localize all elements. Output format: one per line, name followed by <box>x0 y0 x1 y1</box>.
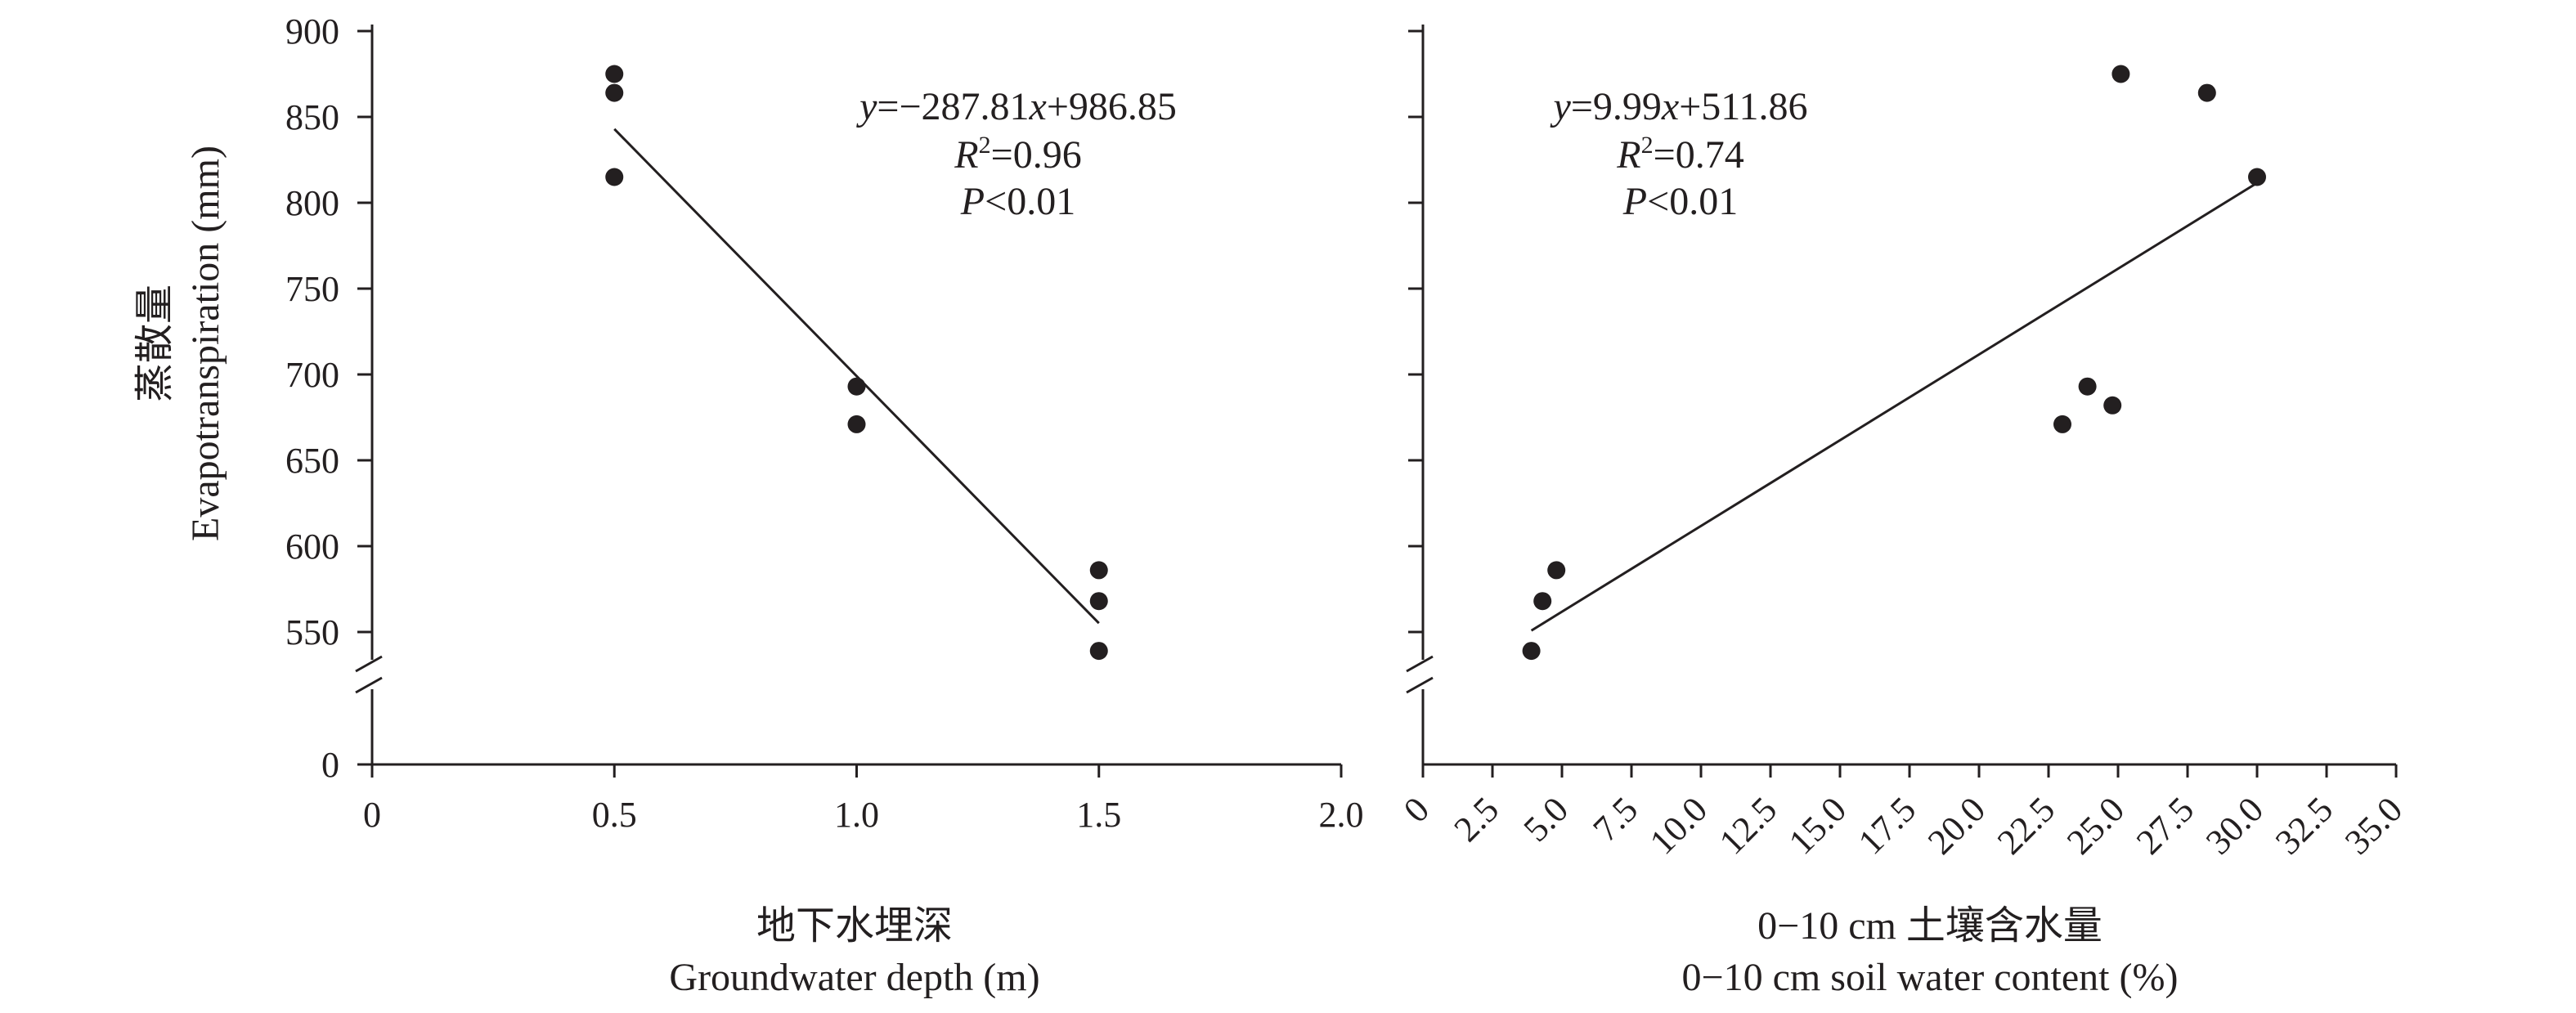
data-point <box>847 377 866 396</box>
panel-1-r-val: =0.96 <box>991 133 1082 177</box>
panel-1-p-val: <0.01 <box>985 180 1075 223</box>
panel-2-r-val: =0.74 <box>1654 133 1744 177</box>
x-tick-label: 35.0 <box>2337 789 2410 862</box>
panel-2-p: P<0.01 <box>1622 180 1738 223</box>
data-point <box>2078 377 2097 396</box>
data-point <box>1089 561 1108 580</box>
panel-2-x-title-en: 0−10 cm soil water content (%) <box>1682 956 2179 999</box>
regression-line <box>613 128 1100 625</box>
y-axis-break-mark <box>355 655 383 673</box>
x-tick-label: 32.5 <box>2268 789 2340 862</box>
panel-2-eq-line: y=9.99x+511.86 <box>1550 85 1808 128</box>
x-tick-label: 25.0 <box>2059 789 2132 862</box>
y-tick-label: 650 <box>285 441 339 481</box>
panel-1-r-letter: R <box>954 133 978 177</box>
x-tick-label: 2.0 <box>1319 795 1364 835</box>
data-point <box>1533 592 1552 611</box>
data-point <box>2053 415 2071 433</box>
y-axis-break-mark <box>1406 676 1434 694</box>
panel-2-eq-x: x <box>1661 85 1679 128</box>
panel-2-eq-y: y <box>1550 85 1572 128</box>
data-point <box>605 65 624 83</box>
y-axis-title-zh: 蒸散量 <box>133 285 177 402</box>
x-tick-label: 5.0 <box>1516 789 1577 849</box>
y-tick-label: 550 <box>285 612 339 652</box>
data-point <box>2112 65 2130 83</box>
y-tick-label: 700 <box>285 355 339 395</box>
panel-1-marks <box>605 65 1108 661</box>
data-point <box>1522 642 1541 661</box>
panel-1-eq-line: y=−287.81x+986.85 <box>855 85 1177 128</box>
panel-2-eq-end: +511.86 <box>1679 85 1807 128</box>
x-tick-label: 30.0 <box>2198 789 2271 862</box>
x-tick-label: 22.5 <box>1990 789 2062 862</box>
y-axis-break-mark <box>355 676 383 694</box>
y-axis-title: 蒸散量 Evapotranspiration (mm) <box>133 146 227 541</box>
panel-2-r-sup: 2 <box>1641 132 1654 159</box>
panel-2-axes <box>1406 25 2396 766</box>
panel-2-r-letter: R <box>1616 133 1640 177</box>
panel-2-ticks: 0 2.5 5.0 7.510.012.515.017.520.022.525.027… <box>1396 29 2410 863</box>
panel-groundwater-depth: 0 550 600 650 700 750 800 850 900 0 0.5 1.0 1.5 2.0 y… <box>285 11 1364 999</box>
panel-2-p-letter: P <box>1622 180 1647 223</box>
panel-2-x-title-zh: 0−10 cm 土壤含水量 <box>1757 904 2103 948</box>
data-point <box>2197 83 2216 102</box>
panel-1-ticks: 0 550 600 650 700 750 800 850 900 0 0.5 1.0 1.5 2.0 <box>285 11 1364 835</box>
x-tick-label: 0 <box>1396 789 1437 830</box>
panel-2-r2: R2=0.74 <box>1616 132 1744 177</box>
x-tick-label: 17.5 <box>1851 789 1923 862</box>
x-tick-label: 7.5 <box>1586 789 1646 849</box>
x-tick-label: 27.5 <box>2129 789 2201 862</box>
y-tick-label: 800 <box>285 183 339 223</box>
data-point <box>1089 592 1108 611</box>
x-tick-label: 0 <box>363 795 381 835</box>
data-point <box>2248 168 2266 186</box>
panel-1-eq-y: y <box>855 85 877 128</box>
x-tick-label: 12.5 <box>1712 789 1784 862</box>
y-axis-title-en: Evapotranspiration (mm) <box>184 146 227 541</box>
x-tick-label: 0.5 <box>592 795 637 835</box>
data-point <box>2103 396 2122 415</box>
panel-1-eq-end: +986.85 <box>1047 85 1177 128</box>
panel-2-eq-mid: =9.99 <box>1571 85 1662 128</box>
data-point <box>1547 561 1566 580</box>
panel-1-p-letter: P <box>960 180 985 223</box>
panel-1-x-title-zh: 地下水埋深 <box>756 904 953 948</box>
data-point <box>605 168 624 186</box>
y-tick-label: 900 <box>285 11 339 52</box>
x-tick-label: 15.0 <box>1781 789 1854 862</box>
x-tick-label: 20.0 <box>1920 789 1993 862</box>
x-tick-label: 1.5 <box>1076 795 1121 835</box>
y-tick-label: 0 <box>321 745 339 785</box>
panel-2-marks <box>1522 65 2266 661</box>
y-tick-label: 600 <box>285 527 339 567</box>
panel-1-p: P<0.01 <box>960 180 1075 223</box>
y-tick-label: 850 <box>285 97 339 137</box>
panel-1-axes <box>355 25 1341 766</box>
panel-1-r-sup: 2 <box>979 132 991 159</box>
panel-soil-water-content: 0 2.5 5.0 7.510.012.515.017.520.022.525.027… <box>1396 25 2410 999</box>
x-tick-label: 2.5 <box>1447 789 1507 849</box>
panel-2-p-val: <0.01 <box>1647 180 1738 223</box>
x-tick-label: 1.0 <box>834 795 879 835</box>
data-point <box>1089 642 1108 661</box>
regression-line <box>1530 182 2258 632</box>
x-tick-label: 10.0 <box>1642 789 1715 862</box>
y-axis-break-mark <box>1406 655 1434 673</box>
panel-1-eq-x: x <box>1029 85 1047 128</box>
panel-1-eq-mid: =−287.81 <box>877 85 1029 128</box>
panel-1-r2: R2=0.96 <box>954 132 1081 177</box>
data-point <box>605 83 624 102</box>
y-tick-label: 750 <box>285 269 339 309</box>
panel-1-x-title-en: Groundwater depth (m) <box>669 956 1039 999</box>
data-point <box>847 415 866 433</box>
